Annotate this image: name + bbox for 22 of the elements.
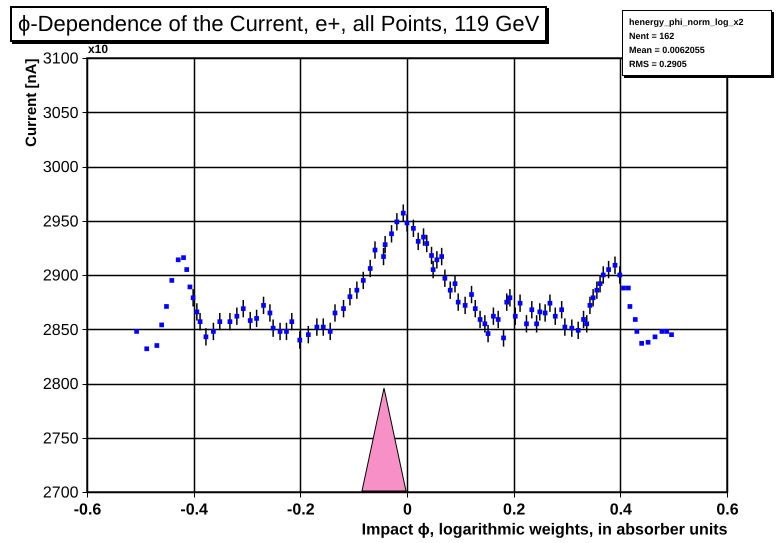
y-tick-label: 3050	[42, 104, 79, 122]
y-axis-title: Current [nA]	[22, 58, 40, 147]
y-tick-label: 2900	[42, 268, 79, 284]
y-tick-label: 2850	[42, 322, 79, 339]
x-tick-label: 0	[403, 502, 412, 518]
x-tick-label: 0.4	[610, 502, 632, 518]
x-tick-label: 0.6	[716, 502, 739, 518]
text: x10	[88, 42, 108, 56]
chart-title: ϕ-Dependence of the Current, e+, all Points, 119 GeV	[10, 6, 548, 42]
x-tick-label: -0.2	[287, 502, 315, 518]
y-tick-label: 2750	[42, 430, 79, 448]
y-tick-label: 2800	[42, 376, 79, 393]
x-tick-label: -0.6	[74, 502, 102, 518]
y-tick-label: 3100	[42, 50, 79, 68]
annotation: RMS = 0.2905	[629, 59, 688, 69]
y-tick-label: 2950	[42, 213, 79, 230]
x-axis-title: Impact ϕ, logarithmic weights, in absorber units	[362, 522, 728, 538]
stats-box: henergy_phi_norm_log_x2 Nent = 162 Mean = 0.0062055 RMS = 0.2905	[622, 10, 772, 76]
x-tick-label: 0.2	[503, 502, 526, 518]
y-tick-label: 3000	[42, 159, 79, 176]
y-tick-label: 2700	[42, 484, 79, 502]
x-tick-label: -0.4	[180, 502, 208, 518]
